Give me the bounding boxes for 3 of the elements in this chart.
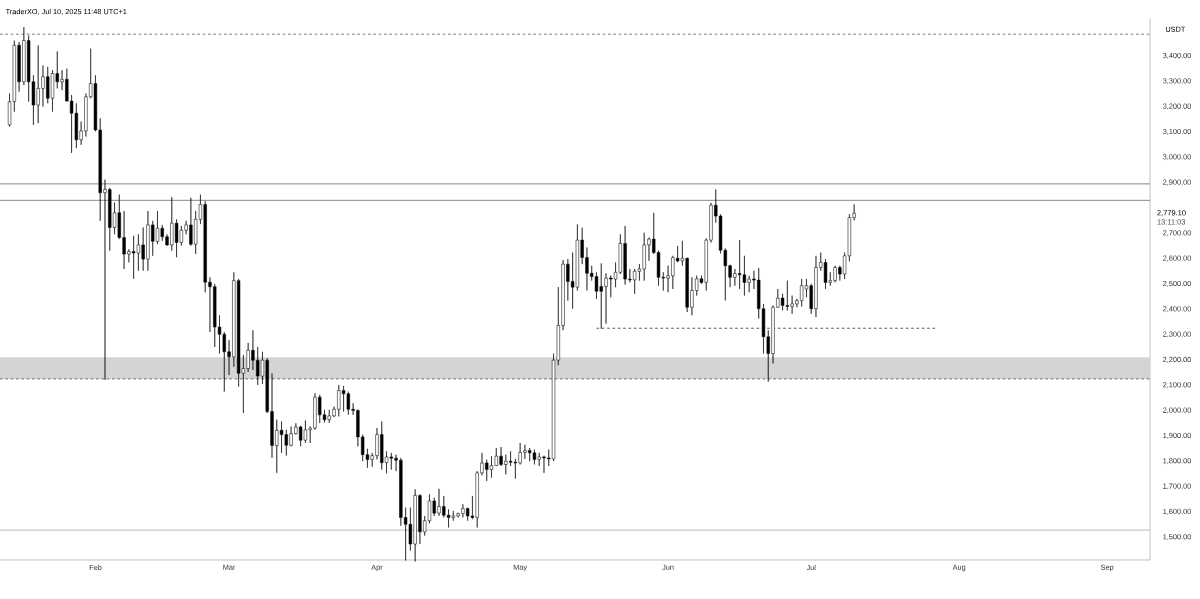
candlestick xyxy=(131,235,136,280)
candlestick xyxy=(532,449,537,465)
candlestick xyxy=(303,420,308,444)
